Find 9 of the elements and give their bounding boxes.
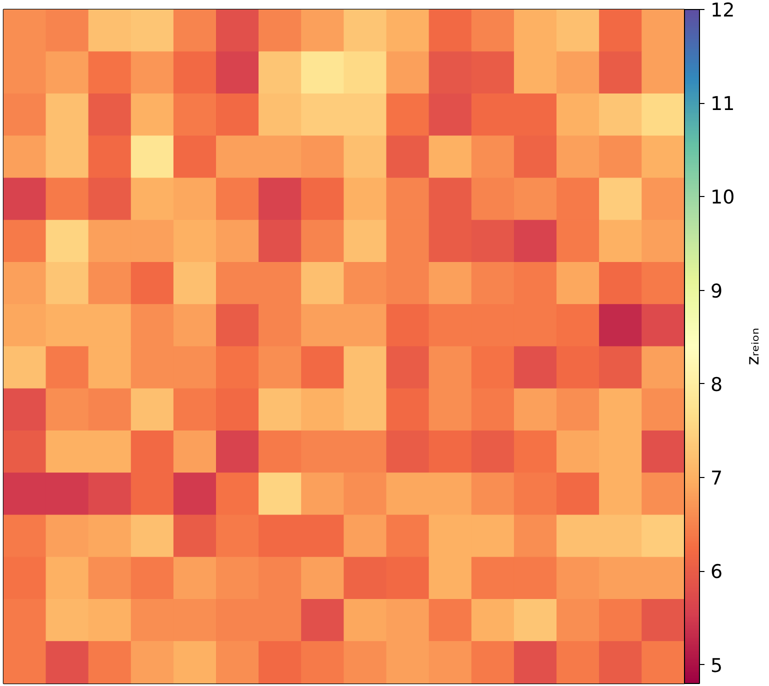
color-bar-label: 8: [710, 374, 723, 396]
color-bar-label: 10: [710, 186, 735, 209]
color-bar-label: 9: [710, 280, 723, 302]
color-bar-title: zᵣₑᵢₒₙ: [744, 328, 764, 366]
color-bar-label: 6: [710, 561, 723, 584]
color-bar-label: 5: [710, 654, 723, 677]
color-bar-label: 12: [710, 0, 735, 22]
color-bar-label: 11: [710, 93, 735, 116]
color-bar-label: 7: [710, 468, 723, 490]
